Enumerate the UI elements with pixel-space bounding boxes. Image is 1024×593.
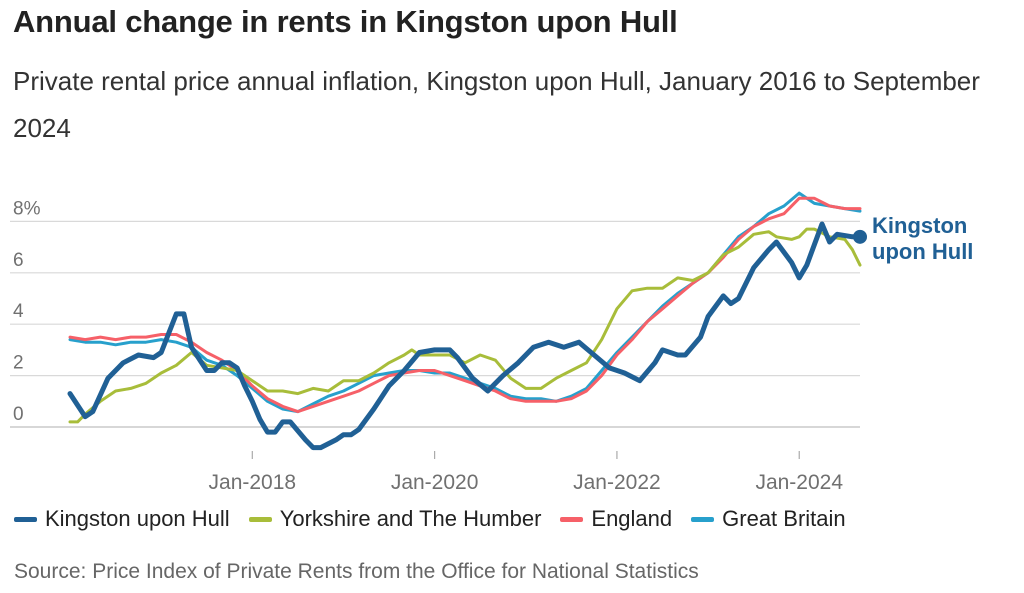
series-line-kingston-upon-hull [67, 221, 863, 451]
y-tick-label-8: 8% [13, 198, 41, 219]
x-tick-label-2022-01: Jan-2022 [573, 471, 661, 494]
legend-swatch-yorkshire [248, 516, 272, 522]
legend-label-yorkshire: Yorkshire and The Humber [279, 506, 542, 531]
y-tick-label-2: 2 [13, 353, 24, 374]
end-label-line-1: Kingston [872, 213, 967, 238]
legend-swatch-kingston [14, 516, 37, 522]
x-tick-label-2024-01: Jan-2024 [755, 471, 843, 494]
legend-item-great-britain: Great Britain [691, 506, 846, 532]
chart-subtitle: Private rental price annual inflation, K… [13, 66, 980, 143]
x-tick-label-2018-01: Jan-2018 [209, 471, 297, 494]
legend-label-england: England [591, 506, 673, 531]
legend: Kingston upon Hull Yorkshire and The Hum… [14, 506, 865, 532]
end-point-marker [853, 229, 867, 244]
series-line-england [68, 196, 862, 414]
x-tick-label-2020-01: Jan-2020 [391, 471, 479, 494]
legend-item-england: England [560, 506, 672, 532]
legend-item-yorkshire: Yorkshire and The Humber [248, 506, 542, 532]
source-note: Source: Price Index of Private Rents fro… [14, 560, 699, 583]
y-tick-label-0: 0 [13, 404, 24, 425]
y-tick-label-6: 6 [13, 250, 24, 271]
end-label-line-2: upon Hull [872, 239, 973, 264]
legend-label-kingston: Kingston upon Hull [45, 506, 230, 531]
legend-swatch-england [560, 516, 584, 522]
legend-item-kingston: Kingston upon Hull [14, 506, 230, 532]
legend-swatch-great-britain [691, 516, 715, 522]
chart-title: Annual change in rents in Kingston upon … [13, 4, 678, 39]
y-tick-label-4: 4 [13, 301, 24, 322]
legend-label-great-britain: Great Britain [722, 506, 846, 531]
line-chart: 0 2 4 6 8% Jan-2018 Jan-2020 Jan-2022 Jan-2024 Ki… [10, 191, 973, 494]
series-line-great-britain [68, 191, 862, 414]
